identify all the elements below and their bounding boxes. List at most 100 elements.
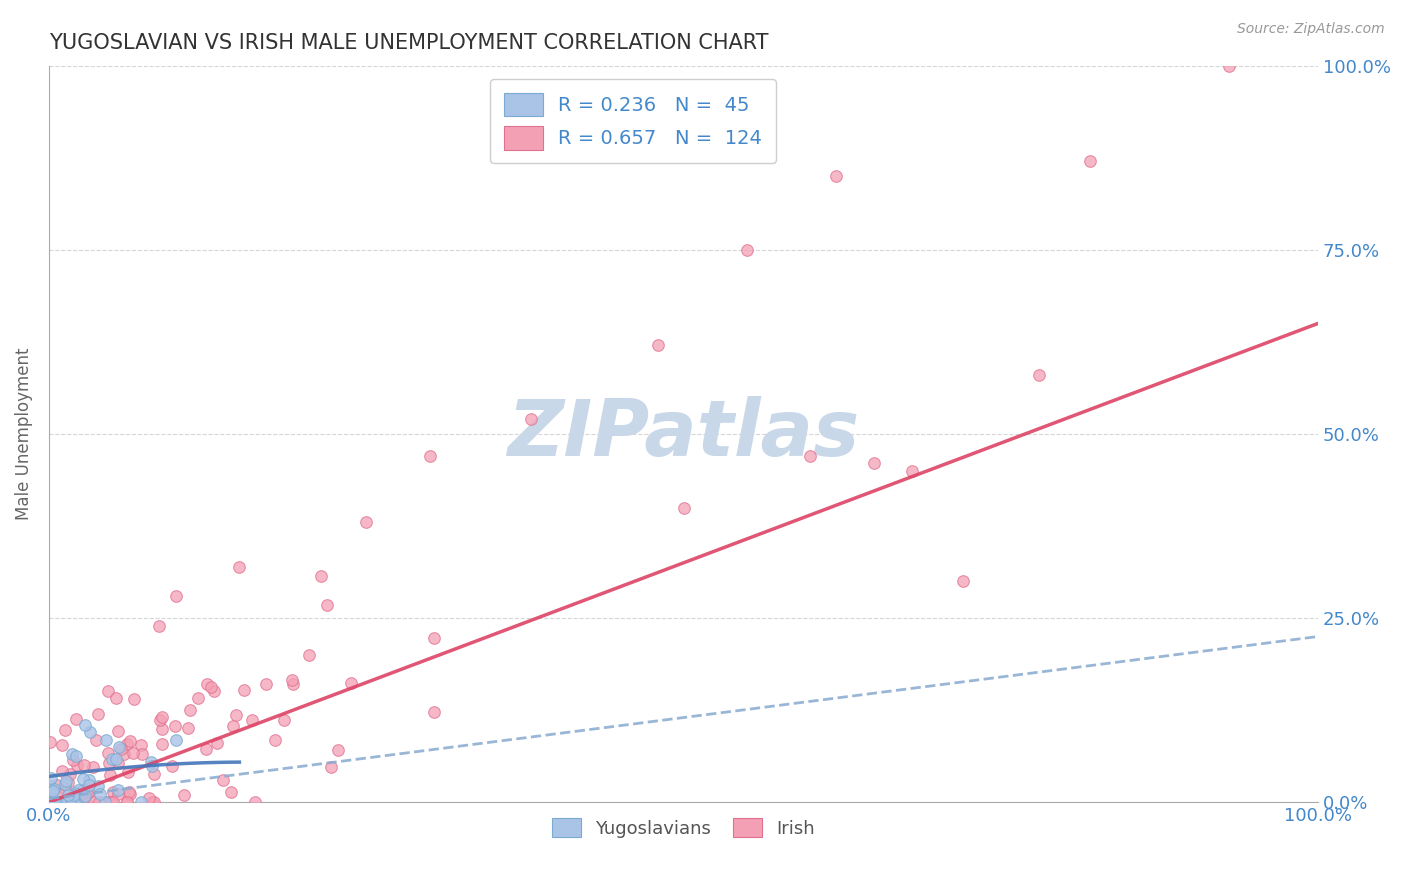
Point [735,243,758,257]
Point [298,648,321,662]
Point [65,749,87,764]
Point [62,795,84,809]
Point [101,752,124,766]
Point [48,787,70,801]
Point [89,787,111,801]
Point [195,677,218,691]
Point [39,786,62,800]
Text: YUGOSLAVIAN VS IRISH MALE UNEMPLOYMENT CORRELATION CHART: YUGOSLAVIAN VS IRISH MALE UNEMPLOYMENT C… [49,33,769,53]
Point [110,742,132,756]
Point [340,675,363,690]
Point [98,756,121,770]
Point [1028,368,1050,382]
Point [422,632,444,646]
Point [143,795,166,809]
Point [107,756,129,770]
Point [53,795,76,809]
Point [225,708,247,723]
Point [42,795,65,809]
Point [165,732,187,747]
Point [72,772,94,787]
Point [39,779,62,793]
Point [149,713,172,727]
Point [138,790,160,805]
Point [53,795,76,809]
Point [82,759,104,773]
Point [42,795,65,809]
Point [94,732,117,747]
Point [70,792,93,806]
Point [309,569,332,583]
Point [319,760,342,774]
Point [79,725,101,739]
Point [58,795,80,809]
Point [243,795,266,809]
Point [73,789,96,803]
Point [105,690,128,705]
Point [254,677,277,691]
Point [49,795,72,809]
Point [1078,154,1101,169]
Point [56,795,79,809]
Point [65,795,87,809]
Point [77,773,100,788]
Point [115,737,138,751]
Point [107,782,129,797]
Point [162,758,184,772]
Point [63,787,86,801]
Point [141,795,163,809]
Point [120,787,142,801]
Point [150,722,173,736]
Point [87,779,110,793]
Point [672,500,695,515]
Point [56,788,79,802]
Y-axis label: Male Unemployment: Male Unemployment [15,348,32,520]
Point [97,746,120,760]
Point [39,735,62,749]
Point [41,795,63,809]
Point [59,795,82,809]
Point [212,772,235,787]
Point [52,795,75,809]
Point [148,619,170,633]
Point [48,795,70,809]
Point [87,795,110,809]
Point [165,719,187,733]
Point [56,795,79,809]
Point [63,795,86,809]
Point [65,712,87,726]
Point [131,747,153,762]
Point [39,795,62,809]
Point [55,795,77,809]
Point [232,682,254,697]
Point [356,516,378,530]
Point [45,795,67,809]
Point [107,787,129,801]
Point [273,713,295,727]
Text: Source: ZipAtlas.com: Source: ZipAtlas.com [1237,22,1385,37]
Point [222,719,245,733]
Point [58,795,80,809]
Point [77,778,100,792]
Point [117,764,139,779]
Text: ZIPatlas: ZIPatlas [508,396,859,472]
Point [219,785,242,799]
Point [42,781,65,796]
Point [131,795,153,809]
Point [100,795,122,809]
Point [55,773,77,788]
Point [77,785,100,799]
Point [122,692,145,706]
Point [56,775,79,789]
Point [952,574,974,589]
Point [62,789,84,803]
Point [129,738,152,752]
Point [165,589,187,603]
Point [72,787,94,801]
Point [41,795,63,809]
Point [51,764,73,779]
Point [41,795,63,809]
Point [60,747,83,762]
Point [62,795,84,809]
Point [55,723,77,737]
